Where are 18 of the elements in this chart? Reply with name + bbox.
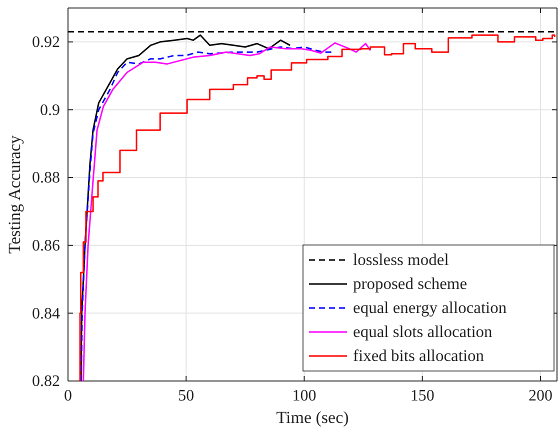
x-tick-label: 150: [410, 387, 434, 404]
x-tick-label: 100: [292, 387, 316, 404]
legend-label: equal energy allocation: [353, 298, 507, 317]
x-tick-label: 50: [178, 387, 194, 404]
y-tick-label: 0.92: [32, 34, 60, 52]
y-tick-label: 0.82: [32, 373, 60, 390]
y-tick-label: 0.9: [40, 102, 60, 119]
legend-label: fixed bits allocation: [353, 346, 484, 365]
legend-label: proposed scheme: [353, 274, 468, 293]
y-axis-title: Testing Accuracy: [5, 134, 24, 254]
x-tick-label: 200: [528, 387, 552, 404]
y-tick-label: 0.84: [32, 305, 60, 322]
x-axis-title: Time (sec): [276, 408, 349, 427]
legend-label: lossless model: [353, 250, 450, 269]
x-tick-label: 0: [64, 387, 72, 404]
legend-label: equal slots allocation: [353, 322, 492, 341]
y-tick-label: 0.86: [32, 237, 60, 254]
y-tick-label: 0.88: [32, 170, 60, 187]
